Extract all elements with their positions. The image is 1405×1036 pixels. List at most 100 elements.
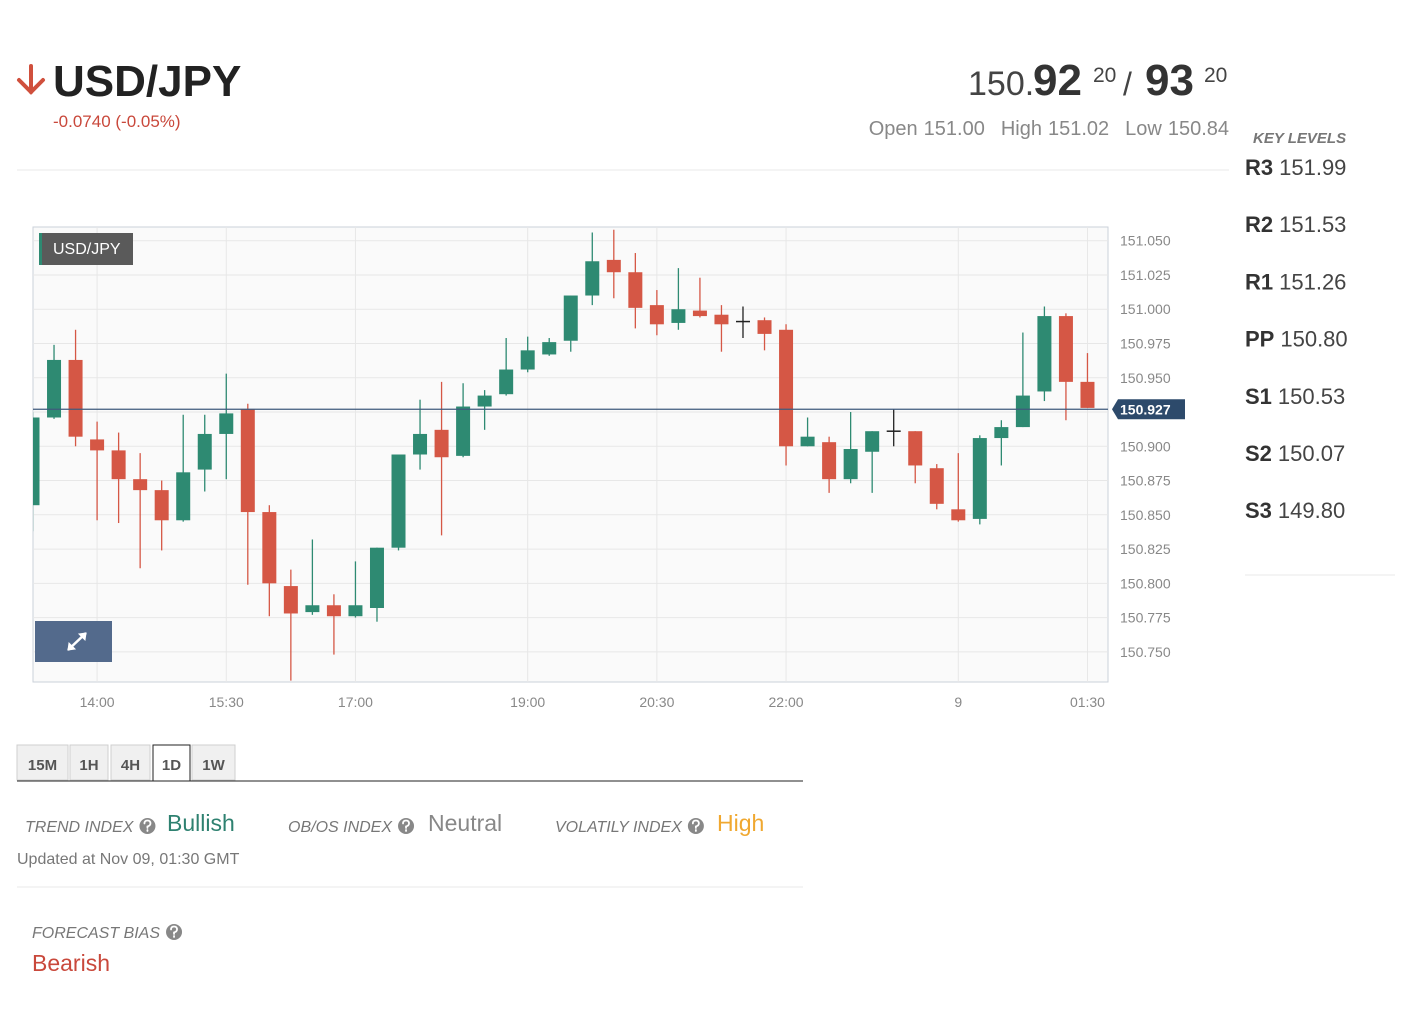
key-level-name: R3 xyxy=(1245,155,1273,180)
help-glyph xyxy=(143,819,152,832)
candle xyxy=(585,232,600,306)
candle-body xyxy=(908,431,923,466)
candle-body xyxy=(520,350,535,370)
expand-button[interactable] xyxy=(35,621,112,662)
chart-label-box xyxy=(39,233,133,265)
candle-body xyxy=(606,259,621,273)
candle xyxy=(628,253,643,329)
tab-label: 1D xyxy=(162,757,181,774)
candle-body xyxy=(477,395,492,407)
candle xyxy=(111,432,126,524)
candle-body xyxy=(133,479,148,491)
y-tick-label: 150.825 xyxy=(1120,541,1171,557)
tab-label: 1H xyxy=(79,757,98,774)
candle-body xyxy=(714,314,729,325)
x-tick-label: 01:30 xyxy=(1070,694,1105,710)
candle-body xyxy=(563,295,578,341)
stat-label: Open xyxy=(869,118,918,140)
candle-body xyxy=(649,305,664,325)
y-tick-label: 150.875 xyxy=(1120,473,1171,489)
key-level-name: S3 xyxy=(1245,498,1272,523)
y-tick-label: 150.800 xyxy=(1120,575,1171,591)
candle-body xyxy=(628,272,643,308)
help-glyph xyxy=(402,819,410,832)
candle-body xyxy=(240,409,255,513)
stat-label: High xyxy=(1001,118,1042,140)
candle xyxy=(1058,313,1073,421)
help-icon[interactable] xyxy=(139,818,156,834)
timeframe-tab[interactable]: 1D xyxy=(152,744,191,782)
help-icon[interactable] xyxy=(166,924,183,940)
candle-body xyxy=(326,605,341,617)
timeframe-tabs: 15M 1H 4H 1D 1W xyxy=(16,744,236,782)
tab-label: 1W xyxy=(202,757,225,774)
candle xyxy=(606,229,621,299)
separator: / xyxy=(1123,66,1132,102)
candle xyxy=(886,409,901,447)
candle xyxy=(1037,306,1052,402)
candle-body xyxy=(219,413,234,434)
current-price-box xyxy=(1112,399,1185,420)
y-tick-label: 150.900 xyxy=(1120,438,1171,454)
candle xyxy=(47,344,62,419)
candle-body xyxy=(671,309,686,323)
bid-prefix: 150. xyxy=(968,65,1034,103)
y-tick-label: 150.950 xyxy=(1120,370,1171,386)
help-icon[interactable] xyxy=(687,818,704,834)
chart-label-accent xyxy=(39,233,42,265)
forecast-label: FORECAST BIAS xyxy=(32,925,160,942)
candle xyxy=(262,505,277,617)
forecast-value: Bearish xyxy=(32,950,110,976)
candle xyxy=(326,594,341,655)
timeframe-tab[interactable]: 4H xyxy=(110,744,151,781)
x-tick-label: 14:00 xyxy=(80,694,115,710)
tab-label: 15M xyxy=(28,757,57,774)
candle xyxy=(994,420,1009,466)
help-icon[interactable] xyxy=(398,818,415,834)
key-level: R1 151.26 xyxy=(1245,269,1346,294)
candle xyxy=(240,403,255,585)
candle-body xyxy=(692,310,707,317)
candle-body xyxy=(929,468,944,504)
y-tick-label: 150.775 xyxy=(1120,610,1171,626)
axes: 150.750 150.775 150.800 150.825 150.850 150.8… xyxy=(33,233,1185,710)
indexes: TREND INDEX Bullish OB/OS INDEX Neutral VOLA… xyxy=(25,810,764,836)
candle xyxy=(735,306,750,339)
candle xyxy=(929,464,944,510)
candle xyxy=(972,435,987,525)
candle xyxy=(68,329,83,447)
stat-value: 151.00 xyxy=(924,118,985,140)
y-tick-label: 150.750 xyxy=(1120,644,1171,660)
candle-body xyxy=(305,605,320,613)
tab-label: 4H xyxy=(121,757,140,774)
candle xyxy=(649,290,664,336)
ask-fraction: 20 xyxy=(1204,64,1227,87)
timeframe-tab[interactable]: 15M xyxy=(16,744,69,781)
stat-value: 151.02 xyxy=(1048,118,1109,140)
candle-body xyxy=(154,490,169,521)
candle-body xyxy=(585,261,600,296)
candle-body xyxy=(1058,316,1073,382)
key-level-value: 151.53 xyxy=(1279,212,1346,237)
candle xyxy=(671,268,686,330)
index-label: OB/OS INDEX xyxy=(288,819,393,836)
index-value: Bullish xyxy=(167,810,235,836)
candle xyxy=(714,305,729,352)
candle xyxy=(219,373,234,480)
x-tick-label: 9 xyxy=(954,694,962,710)
key-level-value: 150.80 xyxy=(1280,327,1347,352)
updated: Updated at Nov 09, 01:30 GMT xyxy=(17,851,240,868)
candle-body xyxy=(413,433,428,455)
timeframe-tab[interactable]: 1W xyxy=(191,744,236,781)
y-tick-label: 151.000 xyxy=(1120,301,1171,317)
change: -0.0740 (-0.05%) xyxy=(53,112,181,131)
candle-body xyxy=(33,417,40,506)
timeframe-tab[interactable]: 1H xyxy=(69,744,109,781)
tab-box xyxy=(16,744,69,781)
x-tick-label: 17:00 xyxy=(338,694,373,710)
candle xyxy=(908,431,923,484)
chart: 150.750 150.775 150.800 150.825 150.850 150.8… xyxy=(32,226,1185,710)
candle-body xyxy=(434,429,449,458)
